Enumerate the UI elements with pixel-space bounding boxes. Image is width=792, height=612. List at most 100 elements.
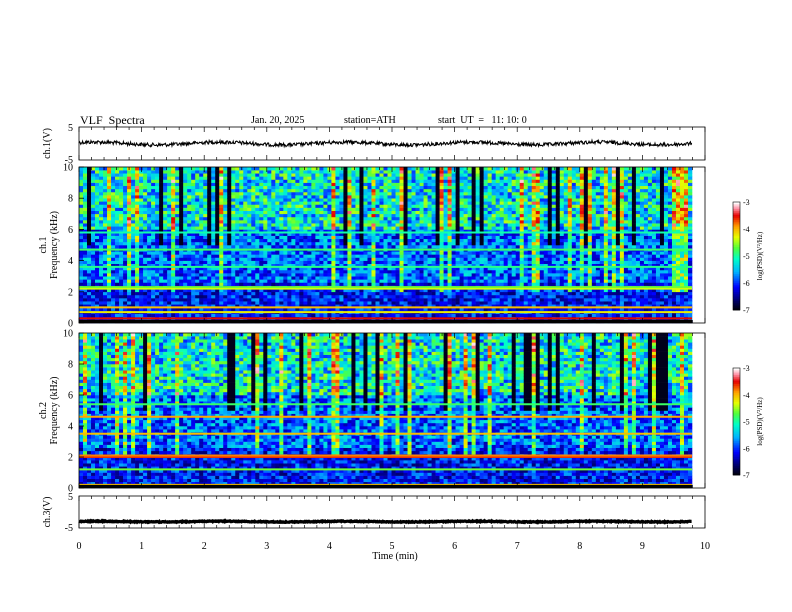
spectrogram-cell	[355, 185, 360, 190]
spectrogram-cell	[243, 266, 248, 271]
spectrogram-cell	[171, 307, 176, 311]
spectrogram-cell	[231, 195, 236, 199]
spectrogram-cell	[303, 176, 308, 180]
spectrogram-cell	[83, 279, 88, 283]
spectrogram-cell	[455, 304, 460, 308]
spectrogram-cell	[335, 207, 340, 211]
spectrogram-cell	[407, 210, 412, 215]
spectrogram-cell	[191, 179, 196, 183]
spectrogram-cell	[307, 188, 312, 193]
spectrogram-cell	[95, 223, 100, 227]
spectrogram-cell	[295, 173, 300, 177]
spectrogram-cell	[327, 266, 332, 271]
spectrogram-cell	[339, 232, 344, 236]
spectrogram-cell	[431, 167, 436, 171]
spectrogram-cell	[347, 179, 352, 183]
spectrogram-cell	[427, 260, 432, 265]
spectrogram-cell	[103, 188, 108, 193]
spectrogram-cell	[399, 245, 404, 249]
spectrogram-cell	[227, 282, 232, 286]
spectrogram-cell	[247, 216, 252, 221]
spectrogram-cell	[235, 173, 240, 177]
spectrogram-cell	[435, 263, 440, 268]
spectrogram-cell	[327, 269, 332, 274]
spectrogram-cell	[275, 185, 280, 190]
spectrogram-cell	[279, 257, 284, 261]
spectrogram-cell	[147, 191, 152, 196]
spectrogram-cell	[151, 170, 156, 174]
spectrogram-cell	[339, 229, 344, 233]
spectrogram-cell	[255, 173, 260, 177]
spectrogram-cell	[323, 204, 328, 208]
spectrogram-cell	[239, 226, 244, 230]
spectrogram-cell	[187, 167, 192, 171]
spectrogram-cell	[287, 238, 292, 243]
spectrogram-cell	[259, 170, 264, 174]
spectrogram-cell	[283, 291, 288, 296]
spectrogram-cell	[431, 220, 436, 224]
spectrogram-cell	[447, 251, 452, 255]
spectrogram-cell	[451, 313, 456, 318]
spectrogram-cell	[231, 229, 236, 233]
spectrogram-cell	[123, 260, 128, 265]
spectrogram-cell	[163, 176, 168, 180]
spectrogram-cell	[399, 207, 404, 211]
spectrogram-cell	[123, 279, 128, 283]
spectrogram-cell	[267, 313, 272, 318]
spectrogram-cell	[231, 294, 236, 299]
spectrogram-cell	[159, 185, 164, 190]
spectrogram-cell	[279, 229, 284, 233]
spectrogram-cell	[407, 273, 412, 277]
spectrogram-cell	[391, 176, 396, 180]
spectrogram-cell	[439, 235, 444, 240]
spectrogram-cell	[87, 232, 92, 236]
spectrogram-cell	[203, 210, 208, 215]
spectrogram-cell	[379, 191, 384, 196]
spectrogram-cell	[223, 195, 228, 199]
spectrogram-cell	[111, 266, 116, 271]
spectrogram-cell	[455, 176, 460, 180]
spectrogram-cell	[187, 276, 192, 280]
spectrogram-cell	[463, 229, 468, 233]
spectrogram-cell	[427, 304, 432, 308]
spectrogram-cell	[423, 167, 428, 171]
spectrogram-cell	[203, 269, 208, 274]
spectrogram-cell	[427, 207, 432, 211]
spectrogram-cell	[103, 198, 108, 202]
spectrogram-cell	[99, 229, 104, 233]
spectrogram-cell	[179, 288, 184, 293]
spectrogram-cell	[183, 204, 188, 208]
spectrogram-cell	[123, 235, 128, 240]
spectrogram-cell	[99, 198, 104, 202]
spectrogram-cell	[331, 260, 336, 265]
spectrogram-cell	[187, 179, 192, 183]
spectrogram-cell	[215, 260, 220, 265]
spectrogram-cell	[459, 210, 464, 215]
spectrogram-cell	[355, 232, 360, 236]
spectrogram-cell	[435, 223, 440, 227]
spectrogram-cell	[439, 245, 444, 249]
spectrogram-cell	[415, 257, 420, 261]
spectrogram-cell	[235, 269, 240, 274]
spectrogram-cell	[311, 201, 316, 205]
spectrogram-cell	[351, 185, 356, 190]
spectrogram-cell	[211, 213, 216, 218]
spectrogram-cell	[219, 294, 224, 299]
spectrogram-cell	[167, 182, 172, 187]
spectrogram-cell	[211, 167, 216, 171]
spectrogram-cell	[395, 198, 400, 202]
spectrogram-cell	[139, 220, 144, 224]
spectrogram-cell	[235, 213, 240, 218]
spectrogram-cell	[443, 298, 448, 302]
spectrogram-cell	[111, 307, 116, 311]
spectrogram-cell	[203, 288, 208, 293]
spectrogram-cell	[455, 263, 460, 268]
spectrogram-cell	[403, 291, 408, 296]
spectrogram-cell	[191, 185, 196, 190]
spectrogram-cell	[447, 288, 452, 293]
spectrogram-cell	[119, 301, 124, 305]
spectrogram-cell	[107, 235, 112, 240]
spectrogram-cell	[175, 263, 180, 268]
spectrogram-cell	[443, 216, 448, 221]
spectrogram-cell	[307, 298, 312, 302]
